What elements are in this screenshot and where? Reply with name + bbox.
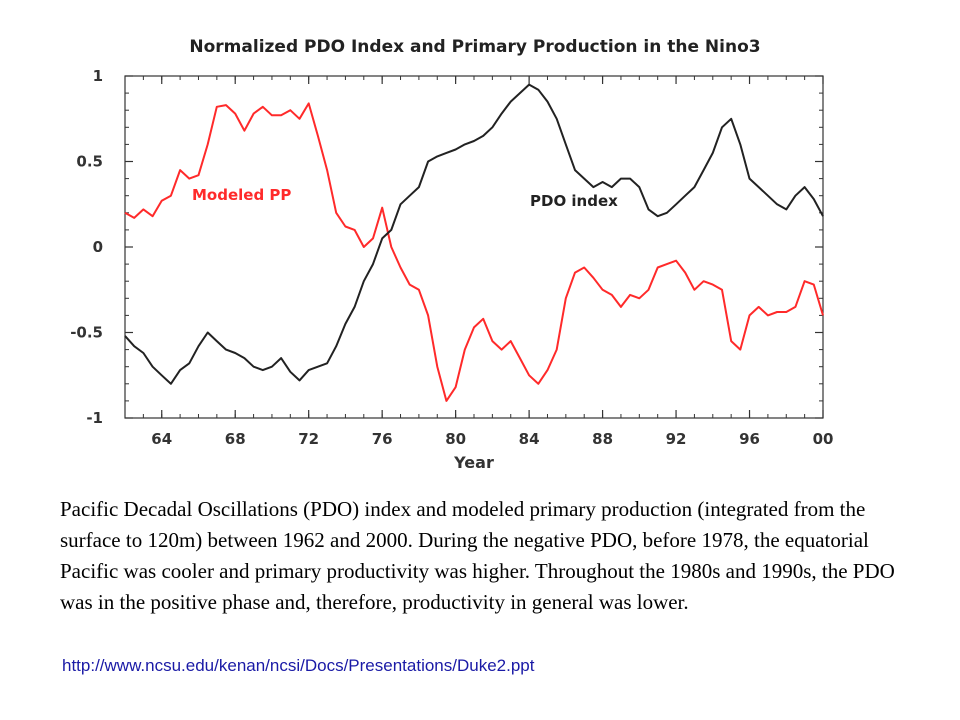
x-axis-label: Year (453, 453, 494, 472)
pdo-chart: Normalized PDO Index and Primary Product… (70, 37, 833, 472)
x-tick-label: 92 (666, 430, 687, 448)
x-tick-label: 84 (519, 430, 540, 448)
y-tick-label: 1 (93, 67, 103, 85)
y-tick-label: 0 (93, 238, 103, 256)
y-tick-label: -1 (86, 409, 103, 427)
source-link[interactable]: http://www.ncsu.edu/kenan/ncsi/Docs/Pres… (62, 656, 535, 675)
x-tick-label: 80 (445, 430, 466, 448)
x-tick-label: 64 (151, 430, 172, 448)
modeled-pp-line (124, 102, 824, 402)
pdo-index-label: PDO index (530, 192, 618, 210)
figure-caption: Pacific Decadal Oscillations (PDO) index… (60, 497, 895, 614)
pdo-index-line (124, 83, 824, 385)
axis-ticks: 1 0.5 0 -0.5 -1 64 68 72 76 80 84 88 92 96 00 (70, 67, 833, 448)
y-tick-label: -0.5 (70, 324, 103, 342)
chart-title: Normalized PDO Index and Primary Product… (189, 37, 760, 57)
modeled-pp-label: Modeled PP (192, 186, 291, 204)
y-tick-label: 0.5 (76, 153, 103, 171)
x-tick-label: 88 (592, 430, 613, 448)
x-tick-label: 00 (813, 430, 834, 448)
x-tick-label: 68 (225, 430, 246, 448)
x-tick-label: 76 (372, 430, 393, 448)
plot-frame (124, 75, 824, 419)
series-layer (124, 83, 824, 402)
x-tick-label: 72 (298, 430, 319, 448)
x-tick-label: 96 (739, 430, 760, 448)
